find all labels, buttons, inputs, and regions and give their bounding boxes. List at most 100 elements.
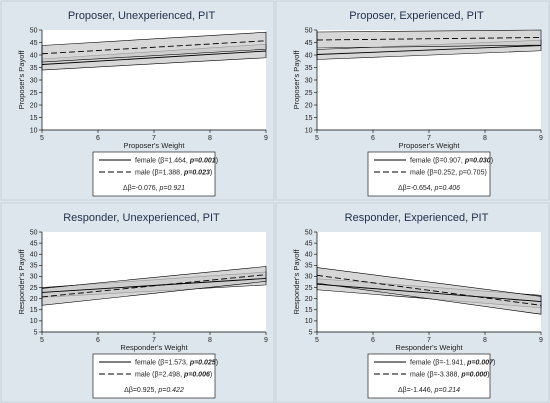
y-tick-label: 35 [305,65,313,72]
chart-title: Responder, Experienced, PIT [345,212,489,224]
y-tick-label: 30 [30,274,38,281]
y-tick-label: 45 [305,240,313,247]
fit-line-male [41,274,267,298]
legend-entry-text: male (β=-3.388, [410,372,461,379]
x-axis-label: Responder's Weight [120,343,188,352]
legend-entry-text: male (β=1.388, [135,170,184,177]
x-tick-label: 9 [539,135,543,142]
legend-entry-close: ) [493,360,495,367]
x-tick-label: 8 [483,337,487,344]
legend-entry-close: ) [487,372,489,379]
y-tick-label: 45 [30,40,38,47]
y-tick-label: 10 [305,127,313,134]
y-tick-label: 10 [305,318,313,325]
difference-pvalue: p=0.406 [434,185,461,192]
chart-title: Proposer, Unexperienced, PIT [68,10,216,22]
y-tick-label: 40 [305,52,313,59]
y-axis-label: Proposer's Payoff [17,50,26,110]
x-tick-label: 7 [427,337,431,344]
x-tick-label: 5 [40,135,44,142]
legend-entry-pvalue: p=0.001 [189,158,216,165]
legend-box [367,353,491,399]
y-tick-label: 5 [309,329,313,336]
y-tick-label: 35 [305,263,313,270]
difference-pvalue: p=0.214 [434,387,461,394]
difference-pvalue: p=0.921 [159,185,186,192]
legend-entry-close: ) [210,170,212,177]
x-tick-label: 9 [264,337,268,344]
x-tick-label: 6 [371,337,375,344]
legend-entry-pvalue: p=0.007 [466,360,494,367]
y-tick-label: 35 [30,65,38,72]
legend-entry-pvalue: p=0.006 [183,372,210,379]
fit-line-male [316,274,542,306]
y-tick-label: 50 [30,27,38,34]
y-tick-label: 20 [30,102,38,109]
legend-box [367,151,491,197]
legend-entry-text: female (β=0.907, [410,158,465,165]
x-tick-label: 5 [315,135,319,142]
fit-line-male [41,40,267,55]
y-tick-label: 30 [305,77,313,84]
chart-panel-4: Responder, Experienced, PIT 5 10 15 20 25 30 35… [275,202,550,403]
y-tick-label: 10 [30,318,38,325]
y-tick-label: 40 [30,252,38,259]
y-tick-label: 30 [30,77,38,84]
legend-entry-female: female (β=-1.941, p=0.007) [410,360,495,367]
legend-entry-close: ) [216,158,218,165]
legend-entry-female: female (β=1.464, p=0.001) [135,158,218,165]
legend-entry-male: male (β=0.252, p=0.705) [410,170,487,177]
y-tick-label: 15 [30,115,38,122]
y-tick-label: 50 [30,229,38,236]
x-tick-label: 6 [96,135,100,142]
x-tick-label: 7 [152,337,156,344]
chart-panel-1: Proposer, Unexperienced, PIT 10 15 20 25 30 35… [0,0,275,201]
legend-entry-text: male (β=0.252, p=0.705) [410,170,487,177]
legend-entry-pvalue: p=0.000 [460,372,487,379]
y-tick-label: 25 [30,90,38,97]
legend-entry-pvalue: p=0.023 [183,170,210,177]
y-axis-label: Responder's Payoff [17,249,26,315]
legend-entry-female: female (β=1.573, p=0.025) [135,360,218,367]
y-axis-label: Responder's Payoff [292,249,301,315]
difference-text: Δβ=-0.076, [123,185,160,192]
x-tick-label: 8 [208,135,212,142]
chart-title: Proposer, Experienced, PIT [349,10,484,22]
fit-line-male [316,37,542,41]
difference-text: Δβ=0.925, [124,387,158,394]
difference-pvalue: p=0.422 [157,387,184,394]
legend-entry-male: male (β=2.498, p=0.006) [135,372,212,379]
legend-difference-line: Δβ=-1.446, p=0.214 [398,387,460,394]
y-tick-label: 40 [305,252,313,259]
y-tick-label: 20 [305,296,313,303]
legend-entry-text: male (β=2.498, [135,372,184,379]
legend-box [92,353,216,399]
y-tick-label: 50 [305,229,313,236]
x-tick-label: 7 [152,135,156,142]
y-tick-label: 15 [305,307,313,314]
y-tick-label: 25 [305,285,313,292]
y-tick-label: 35 [30,263,38,270]
legend-entry-female: female (β=0.907, p=0.030) [410,158,493,165]
x-tick-label: 5 [40,337,44,344]
x-axis-label: Proposer's Weight [124,141,186,150]
chart-panel-2: Proposer, Experienced, PIT 10 15 20 25 30 35 40… [275,0,550,201]
y-axis-label: Proposer's Payoff [292,50,301,110]
legend-entry-close: ) [491,158,493,165]
legend-entry-pvalue: p=0.030 [464,158,491,165]
y-tick-label: 15 [305,115,313,122]
y-tick-label: 20 [305,102,313,109]
y-tick-label: 25 [305,90,313,97]
y-tick-label: 45 [30,240,38,247]
difference-text: Δβ=-0.654, [398,185,435,192]
legend-entry-pvalue: p=0.025 [189,360,216,367]
y-tick-label: 40 [30,52,38,59]
legend-entry-male: male (β=-3.388, p=0.000) [410,372,490,379]
difference-text: Δβ=-1.446, [398,387,435,394]
x-tick-label: 8 [208,337,212,344]
x-tick-label: 5 [315,337,319,344]
legend-entry-male: male (β=1.388, p=0.023) [135,170,212,177]
legend-entry-close: ) [210,372,212,379]
legend-entry-text: female (β=1.464, [135,158,190,165]
